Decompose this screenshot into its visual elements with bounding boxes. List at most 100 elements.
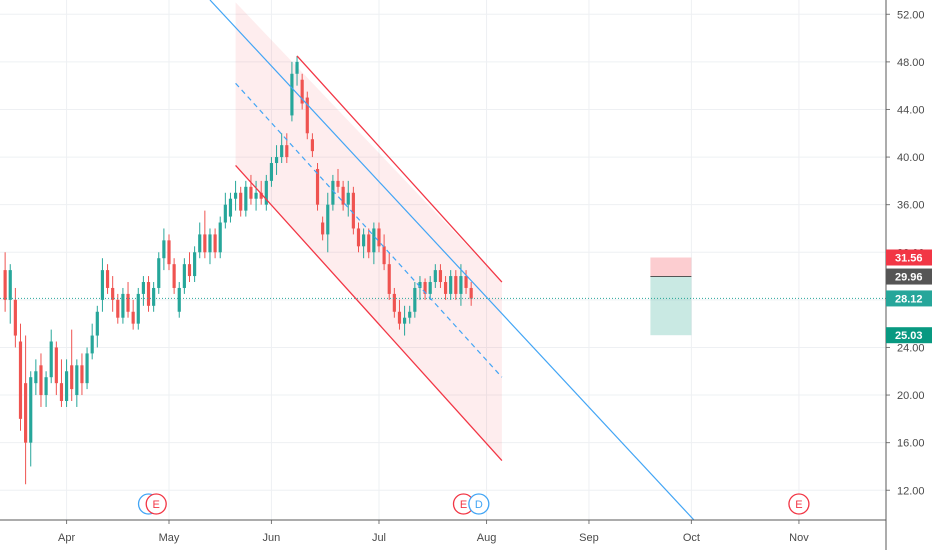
candle-body[interactable] <box>423 282 427 294</box>
candle-body[interactable] <box>321 222 325 235</box>
candle-body[interactable] <box>64 371 69 402</box>
candle-body[interactable] <box>254 192 258 199</box>
candle-body[interactable] <box>449 276 453 294</box>
candle-body[interactable] <box>75 365 79 396</box>
candle-body[interactable] <box>336 180 340 187</box>
candle-body[interactable] <box>126 293 130 312</box>
position-stop-zone[interactable] <box>650 257 692 277</box>
channel-line-lower[interactable] <box>235 164 503 461</box>
candle-body[interactable] <box>285 145 289 158</box>
candle-body[interactable] <box>403 317 407 324</box>
candle-body[interactable] <box>418 282 422 288</box>
candle-body[interactable] <box>367 234 371 253</box>
candle-body[interactable] <box>208 234 212 253</box>
candle-body[interactable] <box>280 145 284 158</box>
candle-body[interactable] <box>387 264 391 294</box>
candle-body[interactable] <box>331 180 335 205</box>
candle-body[interactable] <box>382 246 386 265</box>
candle-body[interactable] <box>259 192 263 199</box>
candle-body[interactable] <box>136 293 140 324</box>
candle-body[interactable] <box>34 371 38 384</box>
candle-body[interactable] <box>233 192 238 199</box>
candle-body[interactable] <box>438 270 443 283</box>
candle-body[interactable] <box>413 287 417 312</box>
candle-body[interactable] <box>443 282 448 294</box>
candle-body[interactable] <box>18 341 23 419</box>
candle-body[interactable] <box>346 192 350 205</box>
candle-body[interactable] <box>310 139 314 152</box>
channel-line-upper[interactable] <box>296 55 503 283</box>
candle-body[interactable] <box>198 234 202 253</box>
candle-body[interactable] <box>459 276 463 294</box>
candle-body[interactable] <box>177 287 181 312</box>
candle-body[interactable] <box>152 287 156 306</box>
candle-body[interactable] <box>249 186 253 199</box>
candle-body[interactable] <box>3 270 7 300</box>
candle-body[interactable] <box>116 299 120 318</box>
candlestick-series[interactable] <box>3 55 473 485</box>
candle-body[interactable] <box>8 270 12 300</box>
position-target-zone[interactable] <box>650 276 692 336</box>
position-tool[interactable] <box>650 257 692 336</box>
candle-body[interactable] <box>228 198 233 217</box>
candle-body[interactable] <box>29 377 33 443</box>
candle-body[interactable] <box>39 365 43 396</box>
candle-body[interactable] <box>433 270 437 283</box>
channel-line-mid-dashed[interactable] <box>235 82 503 378</box>
candle-body[interactable] <box>408 311 412 318</box>
candle-body[interactable] <box>213 234 217 253</box>
candle-body[interactable] <box>146 282 151 306</box>
candle-body[interactable] <box>274 157 279 164</box>
event-marker-icon[interactable] <box>468 493 490 515</box>
drawing-lines[interactable] <box>0 0 886 521</box>
candle-body[interactable] <box>105 270 110 288</box>
candle-body[interactable] <box>392 293 396 312</box>
candle-body[interactable] <box>70 365 74 390</box>
candle-body[interactable] <box>218 222 222 253</box>
candle-body[interactable] <box>295 61 299 74</box>
candle-body[interactable] <box>223 204 227 223</box>
candle-body[interactable] <box>54 347 58 384</box>
candle-body[interactable] <box>351 192 355 229</box>
candle-body[interactable] <box>464 276 468 288</box>
candle-body[interactable] <box>49 341 53 378</box>
candle-body[interactable] <box>95 311 99 336</box>
candle-body[interactable] <box>172 264 176 288</box>
candle-body[interactable] <box>362 234 366 247</box>
candle-body[interactable] <box>326 204 330 235</box>
candle-body[interactable] <box>469 287 473 299</box>
candle-body[interactable] <box>372 228 376 253</box>
candle-body[interactable] <box>121 293 125 318</box>
candle-body[interactable] <box>341 186 345 205</box>
candle-body[interactable] <box>44 377 48 396</box>
candle-body[interactable] <box>141 282 145 294</box>
candle-body[interactable] <box>13 299 17 336</box>
candle-body[interactable] <box>300 79 304 104</box>
candle-body[interactable] <box>131 311 135 324</box>
candle-body[interactable] <box>24 383 28 443</box>
candle-body[interactable] <box>100 270 105 300</box>
candle-body[interactable] <box>239 192 243 211</box>
candle-body[interactable] <box>85 353 89 384</box>
candle-body[interactable] <box>290 73 294 116</box>
candle-body[interactable] <box>162 240 166 259</box>
candle-body[interactable] <box>111 287 115 300</box>
candle-body[interactable] <box>167 240 171 265</box>
candle-body[interactable] <box>315 168 320 205</box>
candle-body[interactable] <box>377 228 381 247</box>
candle-body[interactable] <box>59 383 64 402</box>
candle-body[interactable] <box>187 264 192 277</box>
trend-line[interactable] <box>209 0 695 521</box>
candle-body[interactable] <box>244 186 248 211</box>
candle-body[interactable] <box>264 180 268 205</box>
candle-body[interactable] <box>454 276 458 294</box>
event-marker-icon[interactable] <box>145 493 167 515</box>
candle-body[interactable] <box>203 234 207 253</box>
candle-body[interactable] <box>397 311 402 324</box>
candle-body[interactable] <box>90 335 94 354</box>
candle-body[interactable] <box>157 258 161 288</box>
candle-body[interactable] <box>269 163 274 181</box>
event-marker-icon[interactable] <box>788 493 810 515</box>
